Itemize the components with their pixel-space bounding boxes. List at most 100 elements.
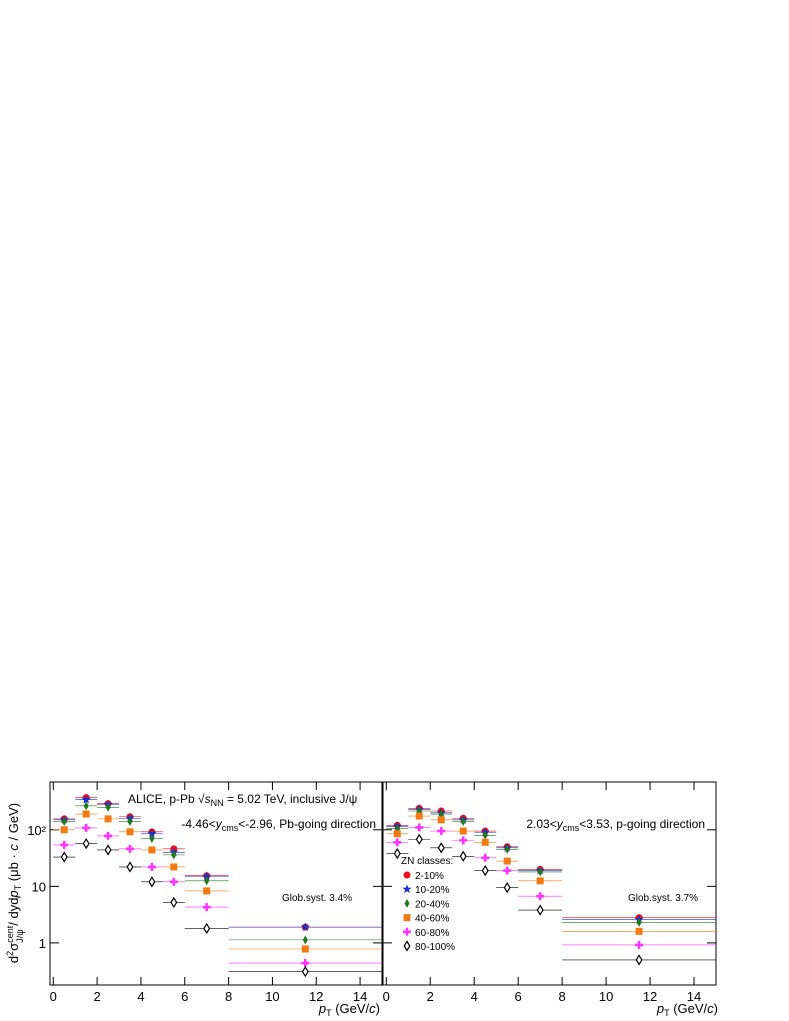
marker (126, 828, 134, 836)
marker (482, 830, 488, 840)
x-tick-label: 0 (50, 989, 57, 1004)
marker (302, 935, 308, 945)
marker (204, 876, 210, 886)
marker (81, 794, 91, 804)
annotation-part: √ (198, 792, 205, 806)
label-part: σ (6, 943, 21, 951)
x-tick-label: 12 (643, 989, 657, 1004)
marker (83, 801, 89, 811)
label-part: p (6, 890, 21, 898)
marker (393, 847, 401, 860)
marker (636, 917, 642, 927)
legend-marker (404, 898, 410, 908)
legend-marker (403, 871, 411, 879)
marker (437, 816, 445, 824)
marker (459, 827, 467, 835)
x-tick-label: 8 (559, 989, 566, 1004)
marker (105, 802, 111, 812)
y-axis-label: d2σcentJ/ψ / dydpT (μb · c / GeV) (5, 803, 25, 963)
rapidity-part: cms (222, 823, 239, 833)
glob-syst: Glob.syst. 3.4% (282, 893, 352, 904)
annotation-part: NN (211, 798, 224, 808)
legend-marker (403, 927, 411, 936)
annotation-part: = 5.02 TeV, inclusive J/ψ (224, 792, 358, 806)
label-part: c (369, 1001, 376, 1016)
marker (202, 871, 212, 881)
x-tick-label: 8 (225, 989, 232, 1004)
label-part: T (326, 1008, 332, 1018)
y-tick-label: 10² (27, 823, 46, 838)
legend-label: 2-10% (415, 871, 444, 882)
marker (82, 823, 91, 832)
marker (635, 940, 644, 949)
x-tick-label: 14 (687, 989, 701, 1004)
x-tick-label: 4 (471, 989, 478, 1004)
marker (104, 831, 113, 840)
marker (203, 922, 211, 935)
marker (202, 903, 211, 912)
legend-marker (402, 884, 412, 894)
legend-marker (403, 914, 411, 922)
label-part: cent (5, 925, 15, 943)
marker (415, 823, 424, 832)
rapidity-part: y (556, 817, 564, 831)
marker (203, 887, 211, 895)
plot-frame (382, 781, 717, 986)
marker (536, 904, 544, 916)
rapidity: -4.46<ycms<-2.96, Pb-going direction (181, 817, 376, 833)
x-axis-label: pT (GeV/c) (318, 1001, 380, 1018)
marker (60, 851, 68, 863)
marker (82, 810, 90, 818)
marker (148, 846, 156, 854)
marker (504, 844, 510, 854)
marker (415, 833, 423, 845)
marker (301, 966, 309, 978)
marker (170, 863, 178, 871)
annotation: ALICE, p-Pb √sNN = 5.02 TeV, inclusive J… (128, 792, 357, 808)
marker (503, 881, 511, 894)
marker (301, 959, 310, 968)
label-part: ) (714, 1001, 718, 1016)
marker (459, 850, 467, 862)
marker (393, 830, 401, 838)
x-tick-label: 4 (137, 989, 144, 1004)
legend-label: 20-40% (415, 899, 450, 910)
marker (536, 877, 544, 885)
legend-label: 10-20% (415, 885, 450, 896)
plot-frame (49, 781, 383, 986)
marker (393, 838, 402, 847)
marker (169, 877, 178, 886)
marker (635, 954, 643, 966)
rapidity-part: <-2.96, Pb-going direction (238, 817, 376, 831)
marker (171, 850, 177, 860)
rapidity-part: cms (563, 823, 580, 833)
rapidity-part: -4.46< (181, 817, 215, 831)
marker (61, 817, 67, 827)
marker (60, 840, 69, 849)
label-part: (GeV/ (670, 1001, 708, 1016)
marker (126, 861, 134, 873)
label-part: / dyd (6, 898, 21, 930)
label-part: ) (376, 1001, 380, 1016)
y-tick-label: 10 (32, 879, 46, 894)
marker (460, 817, 466, 827)
label-part: c (6, 844, 21, 851)
rapidity-part: y (215, 817, 223, 831)
glob-syst: Glob.syst. 3.7% (628, 893, 698, 904)
x-tick-label: 10 (265, 989, 279, 1004)
marker (481, 853, 490, 862)
label-part: d (6, 956, 21, 963)
marker (104, 844, 112, 856)
marker (481, 864, 489, 877)
marker (536, 892, 545, 901)
marker (104, 815, 112, 823)
legend-label: 80-100% (415, 942, 455, 953)
label-part: (μb · (6, 851, 21, 885)
marker (635, 927, 643, 935)
marker (148, 876, 156, 888)
marker (481, 838, 489, 846)
y-tick-label: 1 (39, 936, 46, 951)
rapidity-part: <3.53, p-going direction (579, 817, 705, 831)
marker (459, 836, 468, 845)
legend-label: 60-80% (415, 928, 450, 939)
